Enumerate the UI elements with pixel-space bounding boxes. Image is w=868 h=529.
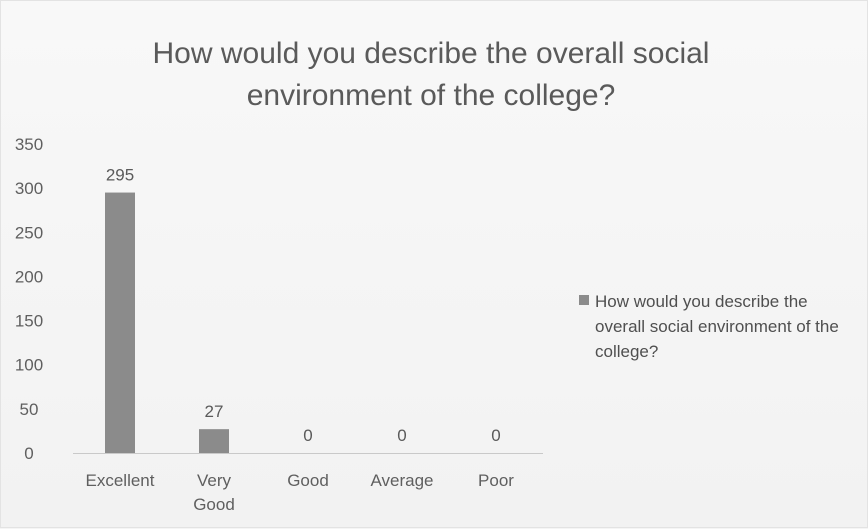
x-tick-label: Good (287, 471, 329, 490)
x-tick-label-line: Average (370, 471, 433, 490)
legend: How would you describe the overall socia… (579, 289, 859, 364)
x-tick-label-line: Very (197, 471, 232, 490)
y-tick-label: 50 (20, 400, 39, 419)
y-tick-label: 350 (15, 135, 43, 154)
x-tick-label-line: Good (193, 495, 235, 514)
chart-title-line-2: environment of the college? (246, 79, 616, 112)
y-tick-label: 200 (15, 267, 43, 286)
x-tick-label-line: Excellent (86, 471, 155, 490)
x-tick-label: Poor (478, 471, 514, 490)
data-label: 27 (205, 402, 224, 421)
data-label: 0 (491, 426, 500, 445)
data-label: 0 (303, 426, 312, 445)
x-tick-label-line: Poor (478, 471, 514, 490)
chart-title-line-1: How would you describe the overall socia… (152, 37, 710, 70)
chart-title: How would you describe the overall socia… (131, 33, 731, 117)
x-tick-label-line: Good (287, 471, 329, 490)
y-tick-label: 0 (24, 444, 33, 463)
bar (105, 192, 135, 454)
y-tick-label: 100 (15, 356, 43, 375)
x-tick-label: Excellent (86, 471, 155, 490)
legend-swatch (579, 295, 589, 305)
legend-label: How would you describe the overall socia… (595, 292, 839, 361)
x-tick-label: Very Good (193, 471, 235, 514)
x-tick-label: Average (370, 471, 433, 490)
y-tick-label: 250 (15, 223, 43, 242)
data-label: 0 (397, 426, 406, 445)
bar (199, 429, 229, 453)
data-label: 295 (106, 166, 134, 185)
y-tick-label: 300 (15, 179, 43, 198)
y-tick-label: 150 (15, 312, 43, 331)
